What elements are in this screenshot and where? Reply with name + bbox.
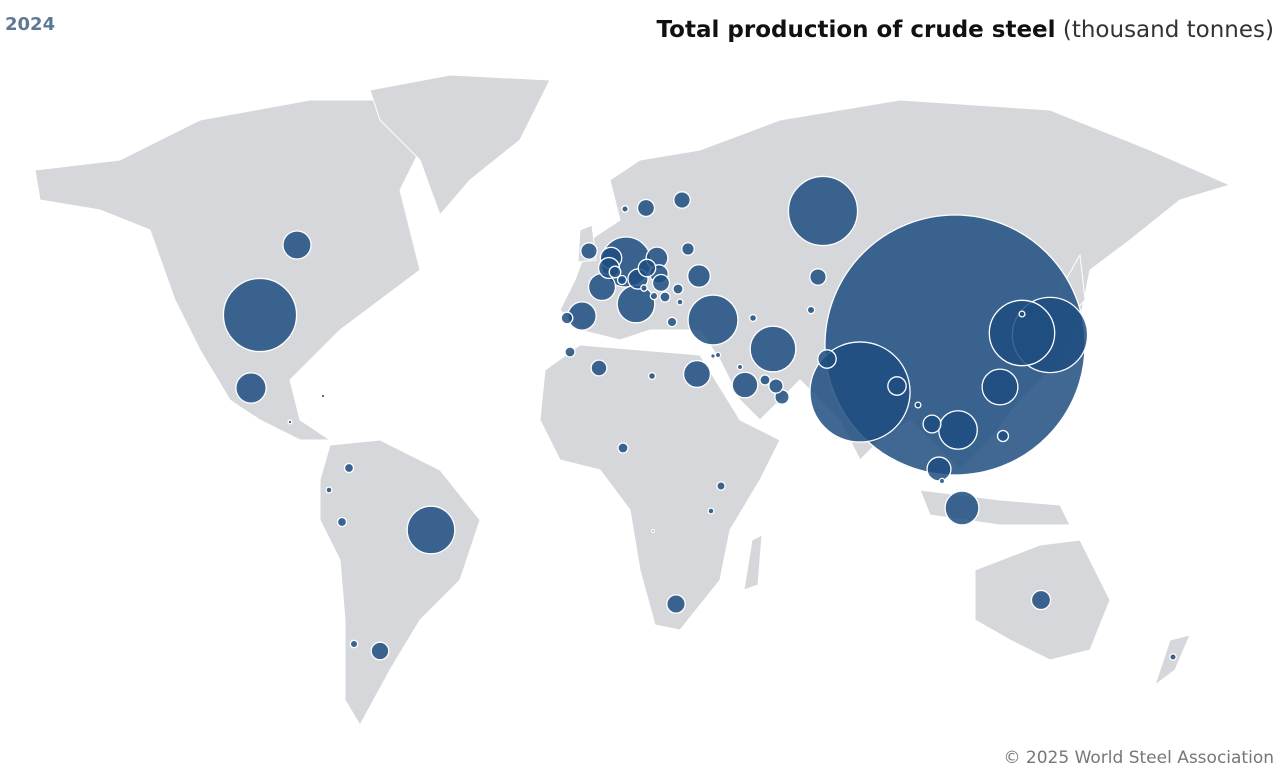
bubble (282, 230, 312, 260)
title: Total production of crude steel (thousan… (657, 17, 1274, 43)
bubble (672, 283, 684, 295)
bubble (287, 419, 293, 425)
bubble (809, 268, 827, 286)
bubble (1018, 310, 1026, 318)
south-america (319, 439, 481, 727)
bubble (988, 299, 1056, 367)
madagascar (743, 534, 763, 591)
bubble (616, 274, 628, 286)
title-unit: (thousand tonnes) (1063, 17, 1274, 43)
bubble (714, 351, 722, 359)
year-label: 2024 (5, 14, 55, 35)
bubble (636, 198, 656, 218)
bubble (707, 507, 715, 515)
bubble (1169, 653, 1177, 661)
bubble (637, 258, 657, 278)
bubble (560, 311, 574, 325)
bubble (817, 349, 837, 369)
bubble (710, 353, 716, 359)
bubble (580, 242, 598, 260)
bubble (343, 462, 355, 474)
bubble (235, 372, 267, 404)
bubble (682, 359, 712, 389)
bubble (759, 374, 771, 386)
bubble (716, 481, 726, 491)
bubble (748, 313, 758, 323)
bubble (616, 284, 656, 324)
bubble (768, 378, 784, 394)
bubble (608, 265, 622, 279)
bubble (651, 529, 655, 533)
bubble (621, 205, 629, 213)
bubble (938, 477, 946, 485)
greenland (369, 74, 551, 216)
bubble (996, 429, 1010, 443)
bubble (590, 359, 608, 377)
bubble (938, 410, 978, 450)
bubble (325, 486, 333, 494)
bubble (651, 273, 671, 293)
africa (539, 344, 781, 631)
bubble (673, 191, 691, 209)
bubble (666, 316, 678, 328)
bubble (222, 277, 298, 353)
bubble (320, 393, 326, 399)
bubble (1030, 589, 1052, 611)
bubble (981, 368, 1019, 406)
bubble (687, 294, 739, 346)
bubble (406, 505, 456, 555)
bubble (666, 594, 686, 614)
bubble (887, 376, 907, 396)
title-main: Total production of crude steel (657, 17, 1056, 43)
bubble (681, 242, 695, 256)
bubble (649, 291, 659, 301)
bubbles (222, 175, 1177, 661)
bubble (731, 371, 759, 399)
bubble (736, 363, 744, 371)
bubble (926, 456, 952, 482)
bubble (914, 401, 922, 409)
bubble (687, 264, 711, 288)
bubble (647, 371, 657, 381)
bubble (676, 298, 684, 306)
bubble (944, 490, 980, 526)
bubble (370, 641, 390, 661)
bubble (336, 516, 348, 528)
bubble (564, 346, 576, 358)
source: © 2025 World Steel Association (1004, 748, 1275, 768)
bubble (617, 442, 629, 454)
north-america (34, 99, 421, 441)
bubble (640, 284, 648, 292)
bubble (749, 325, 797, 373)
bubble (922, 414, 942, 434)
bubble (349, 639, 359, 649)
bubble (806, 305, 816, 315)
indonesia (919, 489, 1071, 526)
bubble (787, 175, 859, 247)
bubble (809, 341, 911, 443)
bubble (659, 291, 671, 303)
